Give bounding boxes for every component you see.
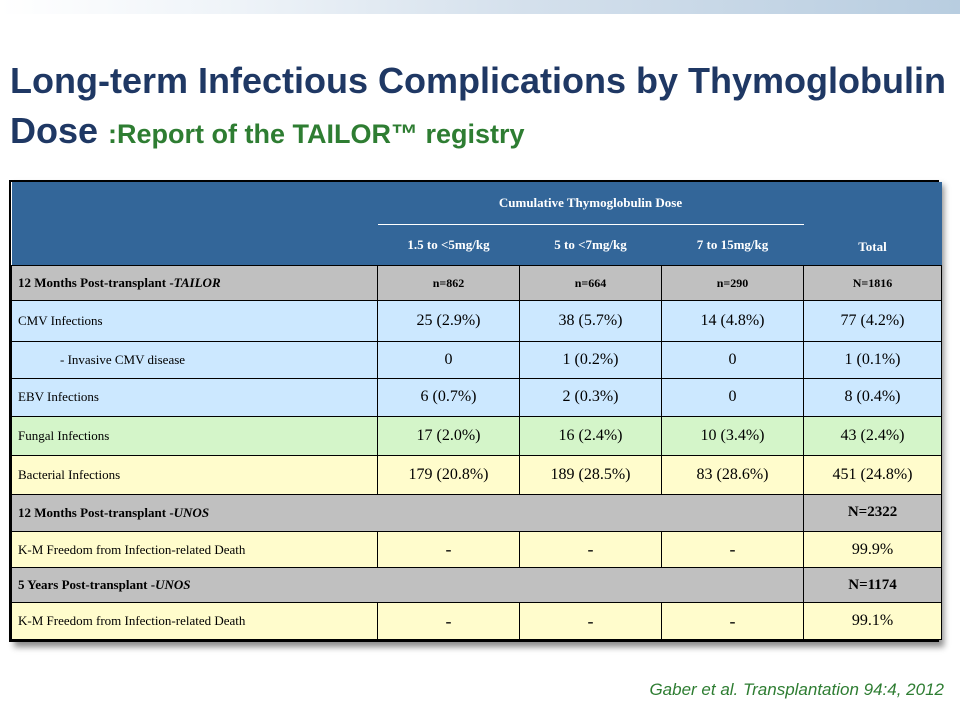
- cell-value: 2 (0.3%): [519, 377, 662, 418]
- table-row: - Invasive CMV disease 0 1 (0.2%) 0 1 (0…: [11, 340, 943, 379]
- cell-value: -: [519, 602, 662, 640]
- unos5-section-row: 5 Years Post-transplant -UNOS N=1174: [10, 567, 943, 604]
- cell-value: -: [660, 530, 805, 569]
- cell-value: 43 (2.4%): [803, 416, 943, 457]
- table-row: K-M Freedom from Infection-related Death…: [11, 602, 943, 640]
- cell-value: 10 (3.4%): [660, 416, 805, 457]
- cell-value: 8 (0.4%): [803, 377, 943, 418]
- cell-value: 38 (5.7%): [519, 299, 662, 342]
- cell-value: 179 (20.8%): [377, 455, 520, 495]
- cell-value: 83 (28.6%): [660, 455, 805, 495]
- results-table: Cumulative Thymoglobulin Dose Total 1.5 …: [10, 182, 943, 640]
- col-header-1: 1.5 to <5mg/kg: [377, 224, 520, 266]
- unos12-total: N=2322: [803, 493, 943, 532]
- cell-value: 99.9%: [803, 530, 943, 569]
- table-row: K-M Freedom from Infection-related Death…: [11, 530, 943, 569]
- cell-value: 99.1%: [803, 602, 943, 640]
- unos12-section-label: 12 Months Post-transplant -UNOS: [10, 493, 805, 532]
- col-header-2: 5 to <7mg/kg: [519, 224, 662, 266]
- header-row-columns: 1.5 to <5mg/kg 5 to <7mg/kg 7 to 15mg/kg: [12, 224, 942, 266]
- cell-value: -: [660, 602, 805, 640]
- cell-value: 25 (2.9%): [377, 299, 520, 342]
- slide-title: Long-term Infectious Complications by Th…: [10, 56, 950, 159]
- row-label: Bacterial Infections: [11, 455, 378, 495]
- tailor-count: n=664: [519, 265, 662, 301]
- tailor-section-row: 12 Months Post-transplant -TAILOR n=862 …: [11, 265, 943, 301]
- results-table-container: Cumulative Thymoglobulin Dose Total 1.5 …: [9, 180, 943, 642]
- title-subtitle: :Report of the TAILOR™ registry: [108, 119, 525, 149]
- row-label: - Invasive CMV disease: [11, 340, 378, 379]
- row-label: K-M Freedom from Infection-related Death: [11, 530, 378, 569]
- cell-value: 1 (0.2%): [519, 340, 662, 379]
- cell-value: 6 (0.7%): [377, 377, 520, 418]
- table-row: EBV Infections 6 (0.7%) 2 (0.3%) 0 8 (0.…: [11, 377, 943, 418]
- top-gradient-bar: [0, 0, 960, 14]
- tailor-count: n=290: [660, 265, 805, 301]
- total-header: Total: [803, 182, 942, 266]
- cell-value: 189 (28.5%): [519, 455, 662, 495]
- table-row: Fungal Infections 17 (2.0%) 16 (2.4%) 10…: [11, 416, 943, 457]
- row-label: CMV Infections: [11, 299, 378, 342]
- cell-value: 451 (24.8%): [803, 455, 943, 495]
- cell-value: 1 (0.1%): [803, 340, 943, 379]
- cell-value: 16 (2.4%): [519, 416, 662, 457]
- cell-value: 0: [660, 377, 805, 418]
- row-label: Fungal Infections: [11, 416, 378, 457]
- cell-value: 14 (4.8%): [660, 299, 805, 342]
- cell-value: 0: [660, 340, 805, 379]
- citation: Gaber et al. Transplantation 94:4, 2012: [649, 680, 944, 699]
- group-header: Cumulative Thymoglobulin Dose: [377, 182, 804, 226]
- header-blank-cell: [11, 182, 378, 266]
- cell-value: 77 (4.2%): [803, 299, 943, 342]
- tailor-count: n=862: [377, 265, 520, 301]
- unos5-total: N=1174: [803, 567, 943, 604]
- cell-value: -: [377, 530, 520, 569]
- cell-value: 0: [377, 340, 520, 379]
- col-header-3: 7 to 15mg/kg: [661, 224, 804, 266]
- table-row: CMV Infections 25 (2.9%) 38 (5.7%) 14 (4…: [11, 299, 943, 342]
- row-label: K-M Freedom from Infection-related Death: [11, 602, 378, 640]
- row-label: EBV Infections: [11, 377, 378, 418]
- tailor-section-label: 12 Months Post-transplant -TAILOR: [11, 265, 378, 301]
- title-main: Long-term Infectious Complications by Th…: [10, 60, 946, 151]
- cell-value: -: [519, 530, 662, 569]
- tailor-count: N=1816: [803, 265, 943, 301]
- unos5-section-label: 5 Years Post-transplant -UNOS: [10, 567, 805, 604]
- cell-value: -: [377, 602, 520, 640]
- table-row: Bacterial Infections 179 (20.8%) 189 (28…: [11, 455, 943, 495]
- header-row-group: Cumulative Thymoglobulin Dose Total: [11, 182, 942, 266]
- unos12-section-row: 12 Months Post-transplant -UNOS N=2322: [10, 493, 943, 532]
- cell-value: 17 (2.0%): [377, 416, 520, 457]
